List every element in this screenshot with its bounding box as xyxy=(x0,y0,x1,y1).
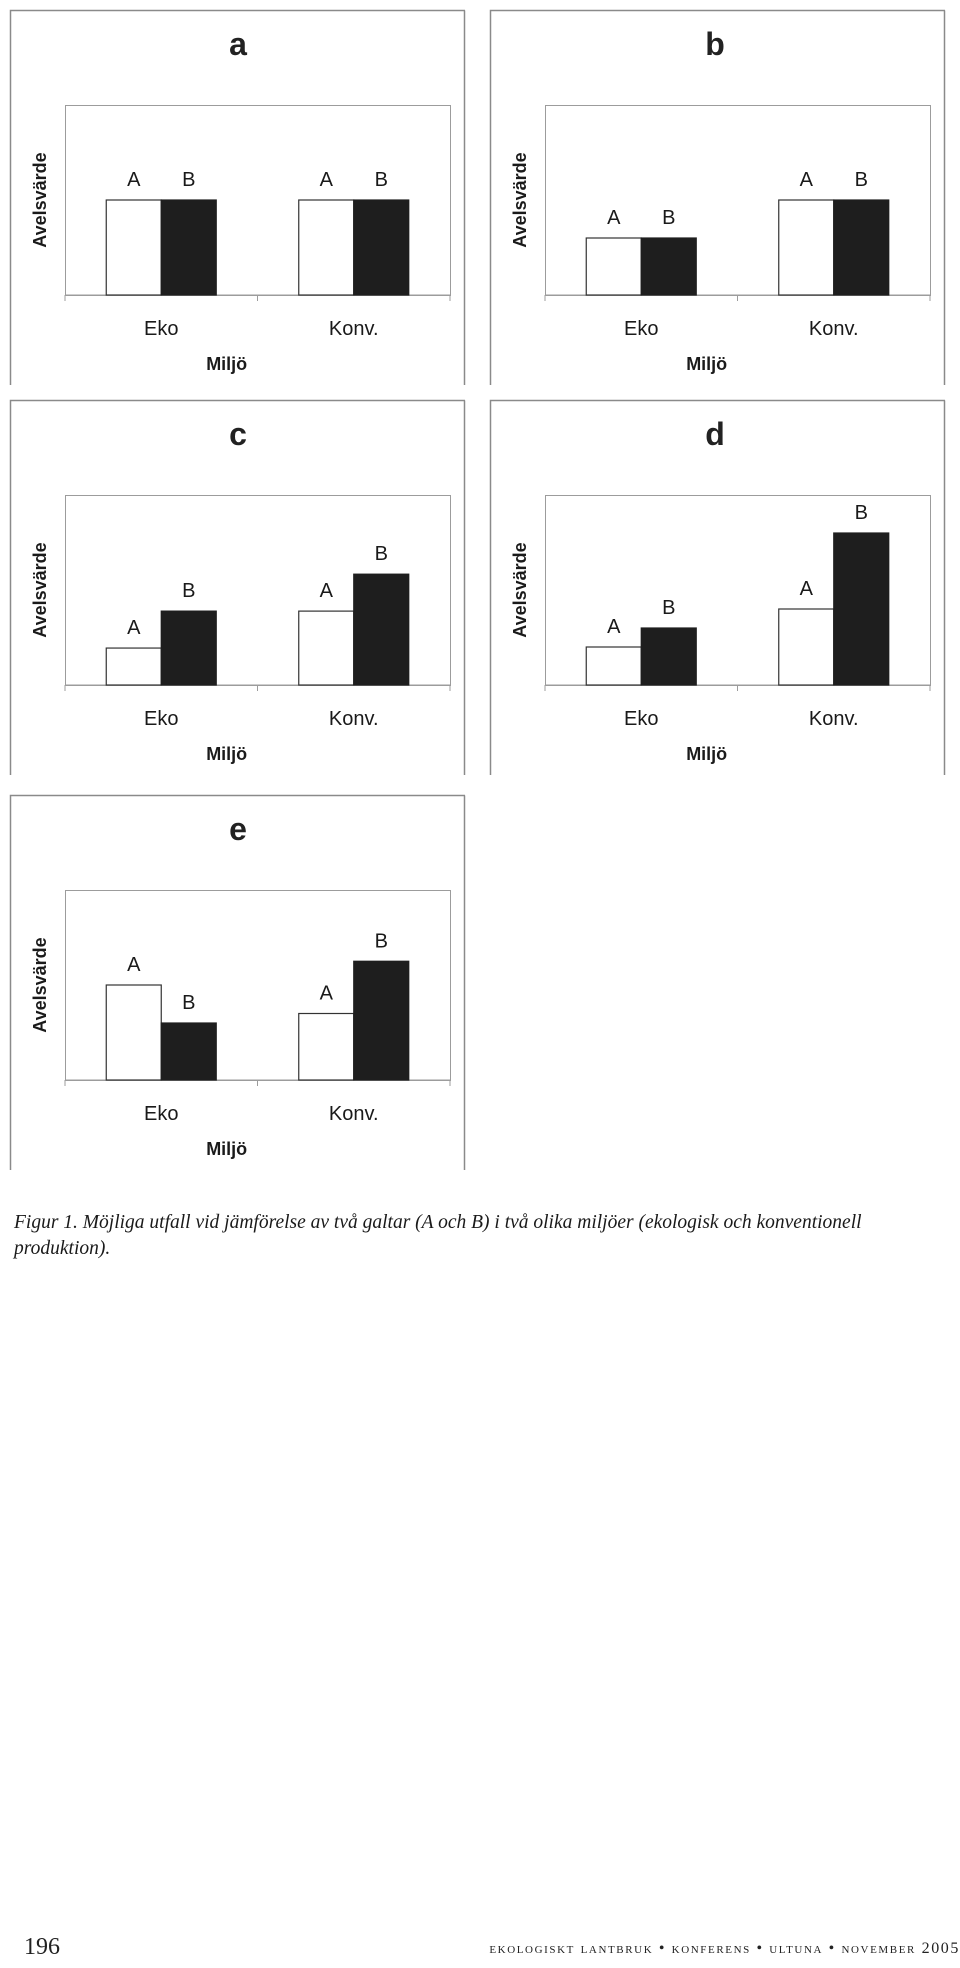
x-axis-title: Miljö xyxy=(206,744,247,764)
y-axis-title: Avelsvärde xyxy=(30,152,50,247)
bar-label: A xyxy=(320,580,334,602)
y-axis-title: Avelsvärde xyxy=(30,542,50,637)
bar-A-konv xyxy=(298,610,355,686)
bar-label: B xyxy=(662,207,675,229)
page-number: 196 xyxy=(24,1934,60,1960)
category-label: Konv. xyxy=(809,318,859,340)
bar-B-eko xyxy=(160,1022,217,1081)
chart-svg-c: c A B Eko A B Konv. Miljö Avelsvärde xyxy=(9,399,466,775)
panel-letter: d xyxy=(705,416,725,452)
bar-label: A xyxy=(127,954,141,976)
bar-A-eko xyxy=(105,984,162,1081)
panel-frame xyxy=(9,399,465,775)
chart-svg-d: d A B Eko A B Konv. Miljö Avelsvärde xyxy=(489,399,946,775)
chart-panel-a: a A B Eko A B Konv. Miljö Avelsvärde xyxy=(9,9,466,385)
bar-label: A xyxy=(607,207,621,229)
bar-A-konv xyxy=(298,1012,355,1081)
bar-label: B xyxy=(375,543,388,565)
bar-A-konv xyxy=(778,608,835,686)
bar-label: A xyxy=(320,169,334,191)
bar-label: B xyxy=(375,169,388,191)
panel-letter: e xyxy=(229,811,247,847)
bar-label: B xyxy=(375,930,388,952)
chart-svg-e: e A B Eko A B Konv. Miljö Avelsvärde xyxy=(9,794,466,1170)
panel-frame xyxy=(9,794,465,1170)
bar-label: A xyxy=(800,169,814,191)
bar-B-konv xyxy=(353,573,410,686)
chart-svg-a: a A B Eko A B Konv. Miljö Avelsvärde xyxy=(9,9,466,385)
bar-label: B xyxy=(855,169,868,191)
bar-label: B xyxy=(182,992,195,1014)
chart-panel-c: c A B Eko A B Konv. Miljö Avelsvärde xyxy=(9,399,466,775)
x-axis-title: Miljö xyxy=(206,1139,247,1159)
bar-A-eko xyxy=(105,199,162,296)
bar-label: A xyxy=(607,616,621,638)
panel-letter: b xyxy=(705,26,725,62)
bar-label: A xyxy=(800,578,814,600)
x-axis-title: Miljö xyxy=(686,744,727,764)
category-label: Konv. xyxy=(809,708,859,730)
bar-B-eko xyxy=(160,199,217,296)
category-label: Eko xyxy=(144,708,178,730)
category-label: Konv. xyxy=(329,708,379,730)
y-axis-title: Avelsvärde xyxy=(30,937,50,1032)
panel-frame xyxy=(9,9,465,385)
chart-panel-d: d A B Eko A B Konv. Miljö Avelsvärde xyxy=(489,399,946,775)
y-axis-title: Avelsvärde xyxy=(510,152,530,247)
bar-B-konv xyxy=(353,960,410,1081)
bar-B-eko xyxy=(160,610,217,686)
category-label: Konv. xyxy=(329,318,379,340)
chart-svg-b: b A B Eko A B Konv. Miljö Avelsvärde xyxy=(489,9,946,385)
bar-B-eko xyxy=(640,627,697,686)
y-axis-title: Avelsvärde xyxy=(510,542,530,637)
bar-label: B xyxy=(662,597,675,619)
bar-label: A xyxy=(127,169,141,191)
chart-panel-b: b A B Eko A B Konv. Miljö Avelsvärde xyxy=(489,9,946,385)
bar-label: B xyxy=(182,580,195,602)
bar-label: B xyxy=(182,169,195,191)
category-label: Eko xyxy=(144,1103,178,1125)
category-label: Eko xyxy=(624,318,658,340)
panel-letter: c xyxy=(229,416,247,452)
panel-letter: a xyxy=(229,26,247,62)
x-axis-title: Miljö xyxy=(686,354,727,374)
panel-frame xyxy=(489,399,945,775)
category-label: Eko xyxy=(144,318,178,340)
panel-frame xyxy=(489,9,945,385)
bar-B-eko xyxy=(640,237,697,296)
running-head: ekologiskt lantbruk • konferens • ultuna… xyxy=(489,1940,960,1957)
chart-panel-e: e A B Eko A B Konv. Miljö Avelsvärde xyxy=(9,794,466,1170)
figure-caption: Figur 1. Möjliga utfall vid jämförelse a… xyxy=(14,1212,862,1259)
bar-label: A xyxy=(127,617,141,639)
x-axis-title: Miljö xyxy=(206,354,247,374)
bar-B-konv xyxy=(833,199,890,296)
bar-A-eko xyxy=(585,646,642,686)
bar-A-konv xyxy=(298,199,355,296)
category-label: Eko xyxy=(624,708,658,730)
bar-B-konv xyxy=(353,199,410,296)
bar-A-eko xyxy=(105,647,162,686)
category-label: Konv. xyxy=(329,1103,379,1125)
bar-label: B xyxy=(855,502,868,524)
bar-B-konv xyxy=(833,532,890,686)
bar-A-konv xyxy=(778,199,835,296)
bar-label: A xyxy=(320,983,334,1005)
bar-A-eko xyxy=(585,237,642,296)
page-footer: 196 ekologiskt lantbruk • konferens • ul… xyxy=(24,1934,960,1964)
